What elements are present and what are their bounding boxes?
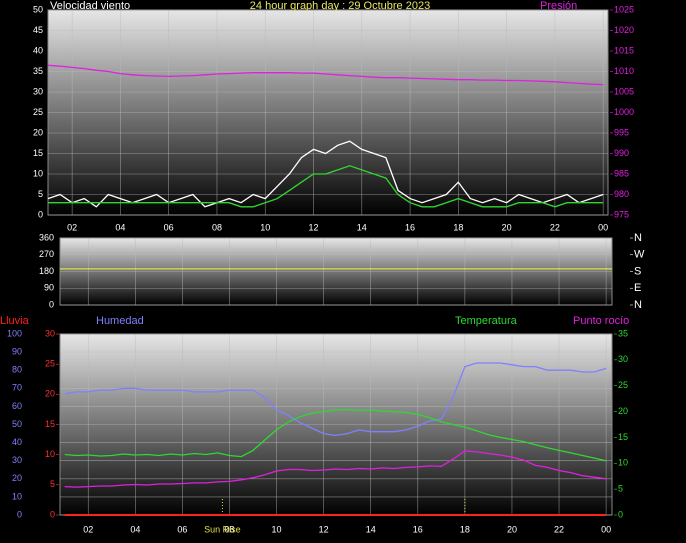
y3-tick-label: 30 bbox=[45, 328, 55, 338]
y2-tick-label: 985 bbox=[614, 168, 629, 178]
y2-tick-label: 0 bbox=[618, 509, 623, 519]
x-tick-label: 08 bbox=[212, 222, 222, 232]
legend-label: Temperatura bbox=[455, 315, 518, 327]
x-tick-label: 22 bbox=[550, 222, 560, 232]
y2-tick-label: 1020 bbox=[614, 25, 634, 35]
y-tick-label: 50 bbox=[33, 4, 43, 14]
y-tick-label: 20 bbox=[12, 473, 22, 483]
x-tick-label: 16 bbox=[405, 222, 415, 232]
y3-tick-label: 10 bbox=[45, 449, 55, 459]
y3-tick-label: 20 bbox=[45, 389, 55, 399]
y2-tick-label: 15 bbox=[618, 432, 628, 442]
y2-tick-label: 1015 bbox=[614, 45, 634, 55]
y2-tick-label: 5 bbox=[618, 484, 623, 494]
x-tick-label: 16 bbox=[413, 524, 423, 534]
legend-label: Humedad bbox=[96, 315, 144, 327]
y2-tick-label: 980 bbox=[614, 189, 629, 199]
x-tick-label: 18 bbox=[460, 524, 470, 534]
y-tick-label: 15 bbox=[33, 148, 43, 158]
x-tick-label: 00 bbox=[601, 524, 611, 534]
y-tick-label: 35 bbox=[33, 66, 43, 76]
y2-tick-label: 1005 bbox=[614, 86, 634, 96]
y-tick-label: 45 bbox=[33, 25, 43, 35]
y-tick-label: 0 bbox=[49, 299, 54, 309]
y-tick-label: 10 bbox=[33, 168, 43, 178]
legend-label: Lluvia bbox=[0, 315, 30, 327]
x-tick-label: 00 bbox=[598, 222, 608, 232]
y-tick-label: 70 bbox=[12, 383, 22, 393]
y2-tick-label: 1000 bbox=[614, 107, 634, 117]
x-tick-label: 06 bbox=[177, 524, 187, 534]
y-tick-label: 360 bbox=[39, 232, 54, 242]
legend-label: Presión bbox=[540, 0, 577, 12]
legend-label: Punto rocío bbox=[573, 315, 629, 327]
y2-tick-label: N bbox=[634, 299, 642, 311]
x-tick-label: 04 bbox=[115, 222, 125, 232]
series-line bbox=[48, 165, 604, 208]
y2-tick-label: 10 bbox=[618, 458, 628, 468]
x-tick-label: 02 bbox=[67, 222, 77, 232]
y2-tick-label: 35 bbox=[618, 328, 628, 338]
x-tick-label: 04 bbox=[130, 524, 140, 534]
x-tick-label: 12 bbox=[309, 222, 319, 232]
y-tick-label: 60 bbox=[12, 401, 22, 411]
x-tick-label: 06 bbox=[164, 222, 174, 232]
y-tick-label: 20 bbox=[33, 127, 43, 137]
chart-title: 24 hour graph day : 29 Octubre 2023 bbox=[250, 0, 430, 12]
series-line bbox=[64, 362, 607, 437]
y2-tick-label: 1010 bbox=[614, 66, 634, 76]
y2-tick-label: 20 bbox=[618, 406, 628, 416]
x-tick-label: 22 bbox=[554, 524, 564, 534]
x-tick-label: 20 bbox=[507, 524, 517, 534]
y-tick-label: 90 bbox=[44, 283, 54, 293]
x-tick-label: 10 bbox=[260, 222, 270, 232]
y2-tick-label: 975 bbox=[614, 209, 629, 219]
annotation: Sun Rise bbox=[204, 524, 241, 534]
y2-tick-label: 30 bbox=[618, 354, 628, 364]
y2-tick-label: E bbox=[634, 282, 641, 294]
x-tick-label: 12 bbox=[319, 524, 329, 534]
y-tick-label: 270 bbox=[39, 249, 54, 259]
y-tick-label: 80 bbox=[12, 365, 22, 375]
y-tick-label: 30 bbox=[33, 86, 43, 96]
x-tick-label: 10 bbox=[272, 524, 282, 534]
y2-tick-label: 1025 bbox=[614, 4, 634, 14]
y-tick-label: 40 bbox=[33, 45, 43, 55]
y3-tick-label: 25 bbox=[45, 359, 55, 369]
x-tick-label: 14 bbox=[357, 222, 367, 232]
y-tick-label: 10 bbox=[12, 491, 22, 501]
y-tick-label: 0 bbox=[38, 209, 43, 219]
y-tick-label: 100 bbox=[7, 328, 22, 338]
legend-label: Velocidad viento bbox=[50, 0, 130, 12]
y2-tick-label: S bbox=[634, 265, 641, 277]
y-tick-label: 25 bbox=[33, 107, 43, 117]
y3-tick-label: 15 bbox=[45, 419, 55, 429]
y2-tick-label: N bbox=[634, 232, 642, 244]
y3-tick-label: 5 bbox=[50, 479, 55, 489]
y-tick-label: 5 bbox=[38, 189, 43, 199]
y-tick-label: 40 bbox=[12, 437, 22, 447]
y2-tick-label: W bbox=[634, 249, 645, 261]
x-tick-label: 18 bbox=[453, 222, 463, 232]
y2-tick-label: 990 bbox=[614, 148, 629, 158]
x-tick-label: 20 bbox=[502, 222, 512, 232]
series-line bbox=[47, 64, 604, 86]
series-line bbox=[64, 408, 607, 462]
y2-tick-label: 25 bbox=[618, 380, 628, 390]
y-tick-label: 180 bbox=[39, 266, 54, 276]
x-tick-label: 02 bbox=[83, 524, 93, 534]
series-line bbox=[64, 450, 607, 488]
y3-tick-label: 0 bbox=[50, 509, 55, 519]
y-tick-label: 0 bbox=[17, 509, 22, 519]
y-tick-label: 90 bbox=[12, 346, 22, 356]
x-tick-label: 14 bbox=[366, 524, 376, 534]
series-line bbox=[47, 140, 604, 208]
y-tick-label: 50 bbox=[12, 419, 22, 429]
y2-tick-label: 995 bbox=[614, 127, 629, 137]
x-tick-label: 08 bbox=[224, 524, 234, 534]
y-tick-label: 30 bbox=[12, 455, 22, 465]
